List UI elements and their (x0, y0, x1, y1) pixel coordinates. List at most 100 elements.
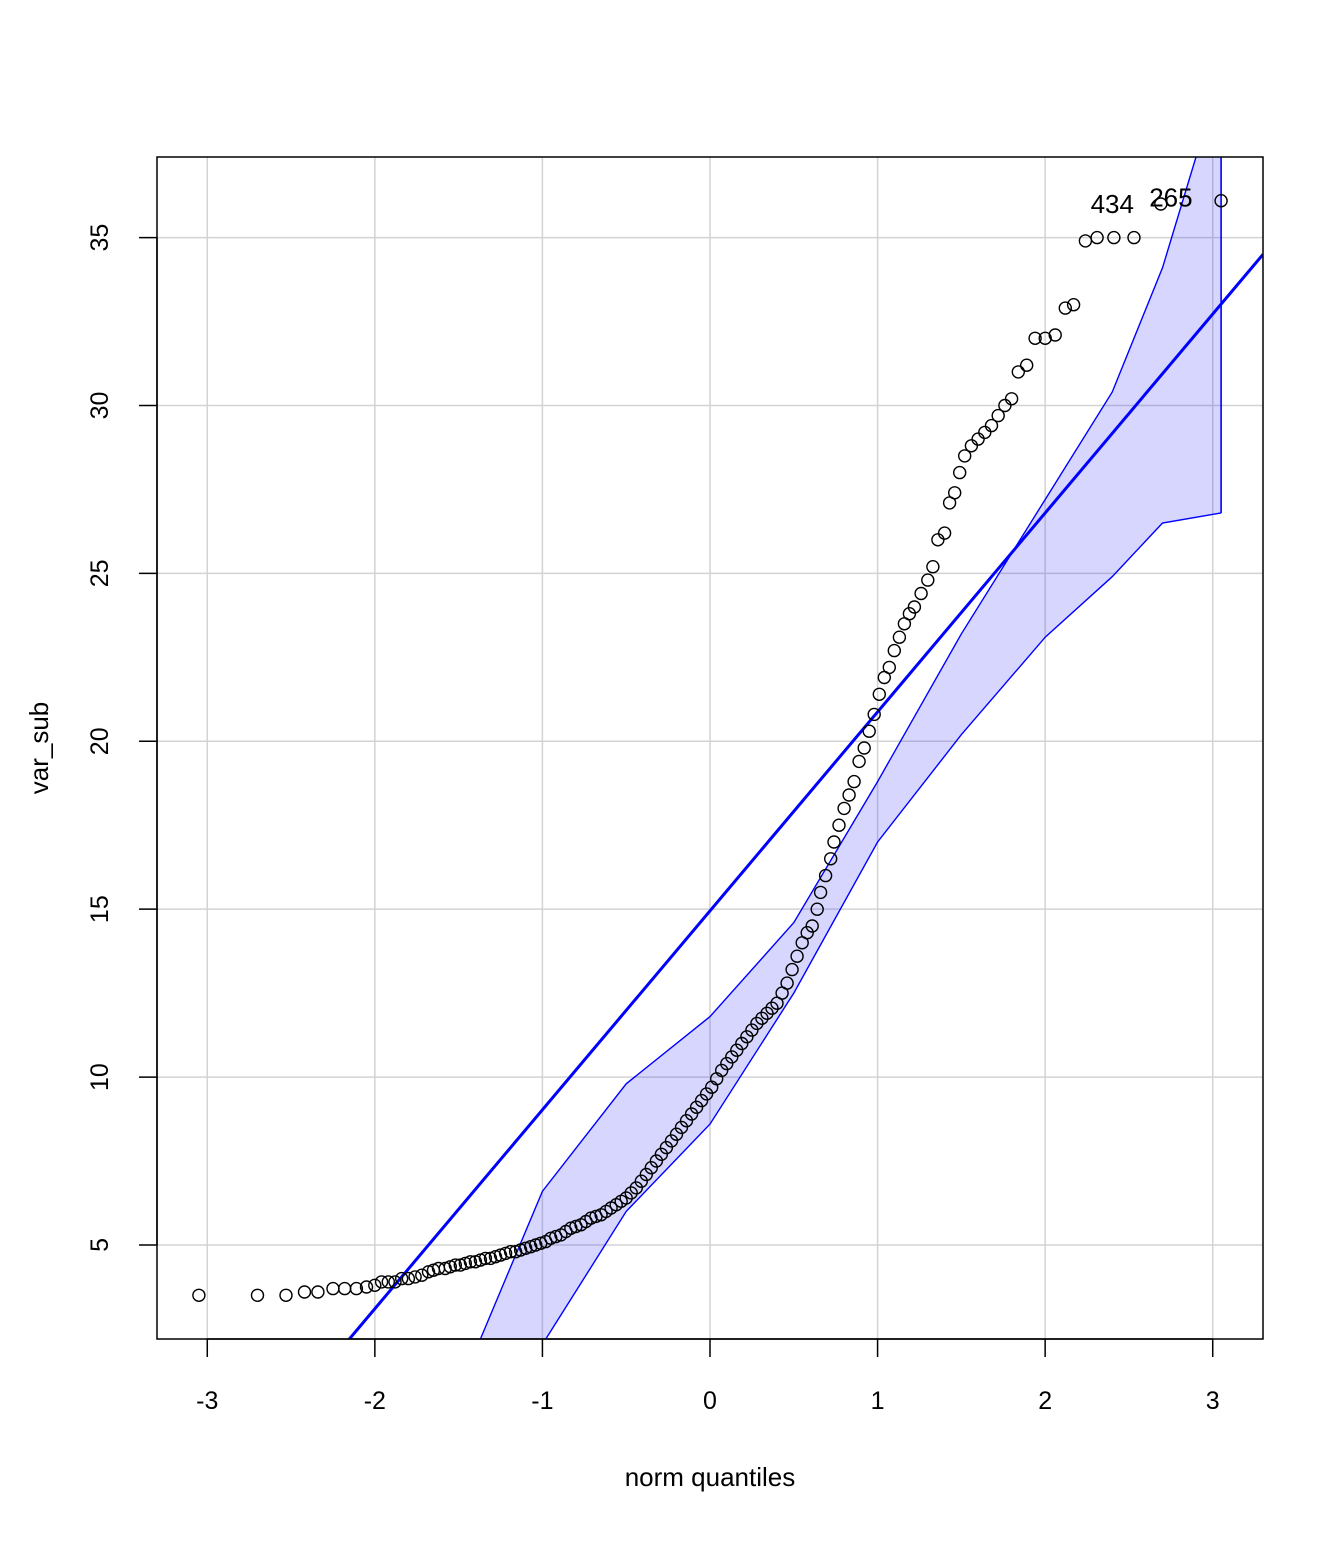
data-point (458, 1256, 472, 1271)
envelope-lower-line (545, 512, 1222, 1339)
data-point (953, 465, 967, 480)
data-point (914, 586, 928, 601)
data-point (735, 1036, 749, 1051)
data-point (958, 449, 972, 463)
data-point (388, 1275, 402, 1289)
data-point (478, 1251, 493, 1266)
data-point (740, 1030, 754, 1044)
envelope-fill (480, 157, 1222, 1339)
data-point (800, 926, 814, 940)
data-point (745, 1023, 759, 1037)
data-point (862, 724, 876, 738)
data-point (937, 526, 952, 540)
data-point (684, 1107, 699, 1121)
y-axis-title: var_sub (24, 702, 54, 795)
data-point (785, 962, 799, 977)
data-point (818, 868, 833, 883)
data-point (649, 1154, 664, 1168)
data-point (867, 707, 881, 722)
data-point (978, 425, 992, 440)
data-point (326, 1281, 340, 1296)
data-point (619, 1191, 633, 1205)
data-point (1004, 392, 1019, 406)
data-point (926, 560, 940, 574)
gridlines (157, 157, 1263, 1339)
data-point (1058, 301, 1073, 315)
data-point (765, 1001, 779, 1015)
data-point (892, 630, 907, 644)
data-point (720, 1056, 734, 1071)
data-point (679, 1113, 694, 1128)
data-point (730, 1043, 744, 1057)
data-point (359, 1280, 374, 1294)
data-point (448, 1258, 462, 1272)
data-point (338, 1281, 352, 1296)
data-point (780, 976, 794, 990)
data-point (921, 573, 935, 587)
x-tick-label: 2 (1038, 1387, 1052, 1415)
data-point (1019, 358, 1034, 372)
data-point (725, 1050, 739, 1064)
data-point (907, 600, 922, 614)
data-point (634, 1174, 648, 1188)
data-point (250, 1288, 265, 1303)
y-tick-label: 30 (86, 392, 114, 420)
data-point (368, 1278, 382, 1293)
data-point (750, 1016, 764, 1031)
x-tick-label: -3 (196, 1387, 218, 1415)
data-point (395, 1271, 409, 1286)
data-point (931, 533, 945, 547)
y-tick-label: 20 (86, 727, 114, 755)
data-point (760, 1006, 774, 1020)
y-tick-label: 15 (86, 895, 114, 923)
data-point (1028, 331, 1042, 345)
data-point (1107, 230, 1121, 245)
data-point (669, 1127, 684, 1141)
data-point (279, 1288, 293, 1303)
data-point (192, 1288, 206, 1303)
data-point (715, 1063, 729, 1078)
data-point (805, 919, 819, 933)
data-point (872, 687, 886, 701)
data-point (664, 1134, 679, 1148)
data-point (1154, 197, 1168, 211)
data-point (887, 643, 901, 658)
data-point (694, 1093, 709, 1108)
data-point (689, 1100, 704, 1115)
data-point (654, 1147, 669, 1162)
data-point (755, 1011, 769, 1025)
data-point (1011, 365, 1025, 379)
data-point (408, 1270, 422, 1284)
data-point (847, 774, 861, 789)
data-point (837, 801, 851, 816)
data-point (998, 398, 1012, 413)
data-point (882, 660, 896, 675)
data-point (971, 432, 985, 446)
point-labels: 434 265 (1091, 182, 1193, 219)
data-point (1038, 331, 1052, 345)
data-point (1127, 230, 1141, 245)
data-point (1048, 328, 1062, 342)
data-point (503, 1244, 518, 1259)
data-point (699, 1087, 714, 1101)
x-tick-label: 3 (1206, 1387, 1220, 1415)
data-point (674, 1120, 689, 1135)
data-point (824, 852, 838, 866)
data-point (790, 949, 804, 963)
data-point (984, 418, 999, 433)
data-point (374, 1275, 389, 1289)
y-tick-label: 5 (86, 1238, 114, 1252)
data-point (463, 1255, 478, 1269)
data-point (842, 788, 856, 802)
x-axis-title: norm quantiles (625, 1462, 796, 1492)
data-point (629, 1181, 643, 1195)
data-point (311, 1285, 325, 1299)
data-point (1214, 193, 1228, 208)
data-point (964, 439, 979, 453)
data-point (624, 1186, 638, 1200)
data-point (659, 1140, 674, 1155)
data-point (991, 408, 1005, 423)
